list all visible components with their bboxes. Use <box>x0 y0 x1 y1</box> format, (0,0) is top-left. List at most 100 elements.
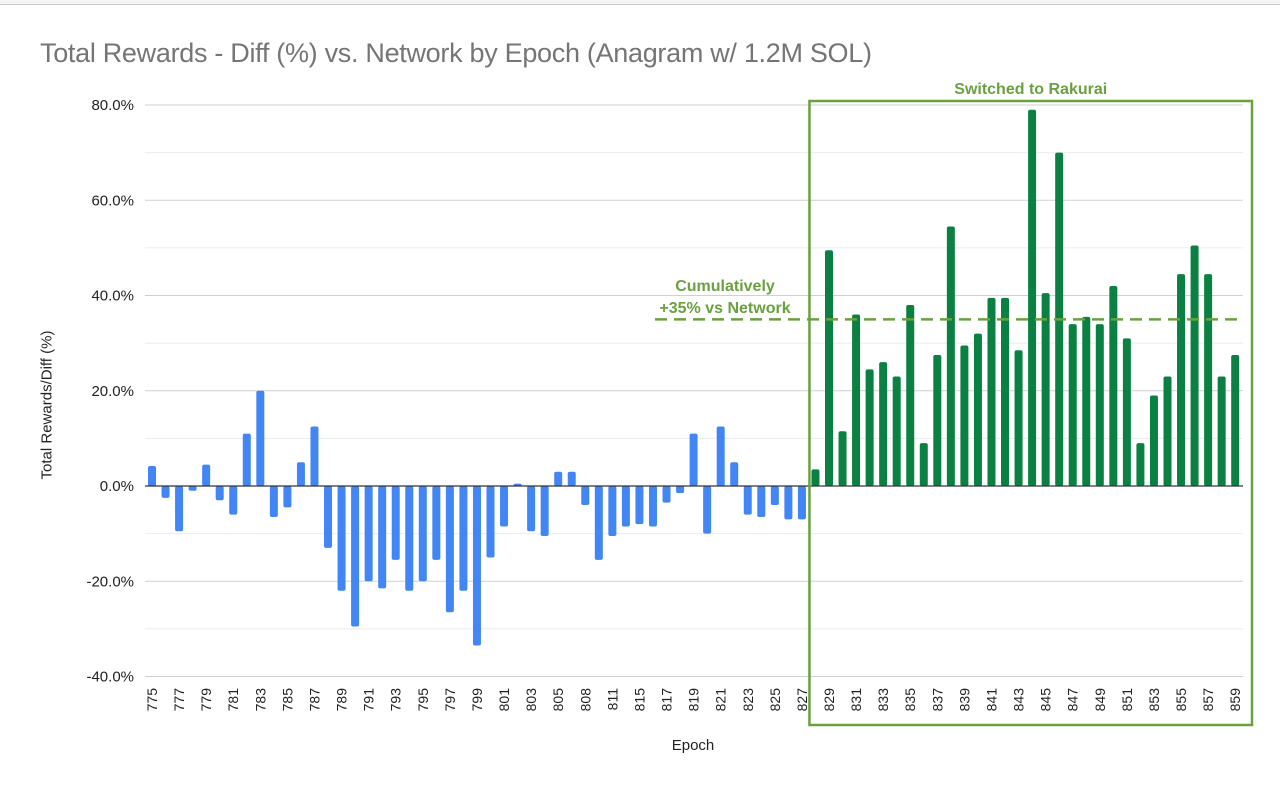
chart-title: Total Rewards - Diff (%) vs. Network by … <box>40 38 872 68</box>
y-tick-label: 0.0% <box>100 478 134 495</box>
y-tick-labels: 80.0% 60.0% 40.0% 20.0% 0.0% -20.0% -40.0% <box>86 97 134 686</box>
bar-pre-rakurai <box>405 486 414 591</box>
bar-pre-rakurai <box>676 486 685 494</box>
bar-pre-rakurai <box>445 486 454 613</box>
y-tick-label: -20.0% <box>86 573 134 590</box>
bar-rakurai <box>987 297 996 486</box>
x-tick-label: 783 <box>252 688 268 712</box>
x-tick-label: 833 <box>875 688 891 712</box>
x-tick-label: 843 <box>1011 688 1027 712</box>
bar-rakurai <box>1217 376 1226 486</box>
x-tick-label: 779 <box>198 688 214 712</box>
bars <box>148 109 1240 646</box>
bar-pre-rakurai <box>486 486 495 558</box>
bar-pre-rakurai <box>391 486 400 560</box>
bar-pre-rakurai <box>283 486 292 508</box>
bar-pre-rakurai <box>296 462 305 486</box>
bar-pre-rakurai <box>594 486 603 560</box>
rakurai-box-label: Switched to Rakurai <box>954 81 1107 98</box>
bar-pre-rakurai <box>608 486 617 537</box>
y-tick-label: 80.0% <box>91 97 134 114</box>
bar-pre-rakurai <box>269 486 278 517</box>
bar-pre-rakurai <box>418 486 427 582</box>
bar-rakurai <box>1190 245 1199 486</box>
x-tick-label: 857 <box>1200 688 1216 712</box>
x-tick-label: 823 <box>740 688 756 712</box>
bar-pre-rakurai <box>716 426 725 486</box>
bar-pre-rakurai <box>175 486 184 532</box>
x-tick-label: 787 <box>306 688 322 712</box>
bar-pre-rakurai <box>148 465 156 486</box>
x-tick-label: 799 <box>469 688 485 712</box>
bar-pre-rakurai <box>581 486 590 506</box>
y-tick-label: 40.0% <box>91 288 134 305</box>
bar-pre-rakurai <box>662 486 671 503</box>
bar-rakurai <box>852 314 861 486</box>
bar-pre-rakurai <box>351 486 360 627</box>
x-tick-label: 805 <box>550 688 566 712</box>
bar-pre-rakurai <box>229 486 238 515</box>
x-tick-label: 791 <box>361 688 377 712</box>
x-tick-label: 845 <box>1038 688 1054 712</box>
bar-pre-rakurai <box>730 462 739 486</box>
x-tick-label: 811 <box>604 688 620 711</box>
x-tick-label: 775 <box>144 688 160 712</box>
x-tick-label: 789 <box>334 688 350 712</box>
bar-pre-rakurai <box>364 486 373 582</box>
bar-rakurai <box>1204 274 1213 486</box>
bar-pre-rakurai <box>337 486 346 591</box>
bar-pre-rakurai <box>567 471 576 486</box>
bar-pre-rakurai <box>648 486 657 527</box>
x-tick-label: 777 <box>171 688 187 712</box>
bar-rakurai <box>811 469 820 486</box>
x-tick-label: 803 <box>523 688 539 712</box>
bar-pre-rakurai <box>527 486 536 532</box>
x-tick-label: 781 <box>225 688 241 712</box>
x-tick-label: 835 <box>902 688 918 712</box>
x-tick-labels: 775 777 779 781 783 785 787 789 791 793 795 797 799 8… <box>144 688 1243 712</box>
bar-pre-rakurai <box>689 433 698 486</box>
x-tick-label: 801 <box>496 688 512 712</box>
bar-rakurai <box>1068 324 1077 486</box>
x-tick-label: 815 <box>631 688 647 712</box>
x-tick-label: 785 <box>279 688 295 712</box>
bar-rakurai <box>1231 355 1240 486</box>
y-tick-label: 60.0% <box>91 192 134 209</box>
x-tick-label: 793 <box>388 688 404 712</box>
bar-rakurai <box>1082 316 1091 486</box>
x-tick-label: 825 <box>767 688 783 712</box>
bar-pre-rakurai <box>202 464 211 486</box>
gridlines <box>145 104 1243 677</box>
bar-pre-rakurai <box>161 486 170 498</box>
bar-rakurai <box>960 345 969 486</box>
bar-pre-rakurai <box>459 486 468 591</box>
x-tick-label: 831 <box>848 688 864 712</box>
x-tick-label: 847 <box>1065 688 1081 712</box>
bar-pre-rakurai <box>256 390 265 486</box>
bar-pre-rakurai <box>310 426 319 486</box>
bar-rakurai <box>1109 285 1118 486</box>
bar-rakurai <box>1001 297 1010 486</box>
bar-rakurai <box>879 362 888 486</box>
bar-pre-rakurai <box>378 486 387 589</box>
bar-pre-rakurai <box>554 471 563 486</box>
x-tick-label: 859 <box>1227 688 1243 712</box>
x-tick-label: 817 <box>659 688 675 712</box>
bar-rakurai <box>973 333 982 486</box>
x-tick-label: 853 <box>1146 688 1162 712</box>
x-tick-label: 819 <box>686 688 702 712</box>
bar-rakurai <box>1122 338 1131 486</box>
bar-pre-rakurai <box>797 486 806 520</box>
bar-rakurai <box>1149 395 1158 486</box>
bar-rakurai <box>1136 443 1145 486</box>
spreadsheet-toolbar-edge <box>0 0 1280 5</box>
x-tick-label: 839 <box>956 688 972 712</box>
bar-pre-rakurai <box>324 486 333 548</box>
x-tick-label: 851 <box>1119 688 1135 712</box>
x-axis-label: Epoch <box>671 737 715 754</box>
bar-pre-rakurai <box>215 486 224 501</box>
bar-rakurai <box>825 250 833 486</box>
x-tick-label: 795 <box>415 688 431 712</box>
bar-rakurai <box>946 226 955 486</box>
x-tick-label: 797 <box>442 688 458 712</box>
